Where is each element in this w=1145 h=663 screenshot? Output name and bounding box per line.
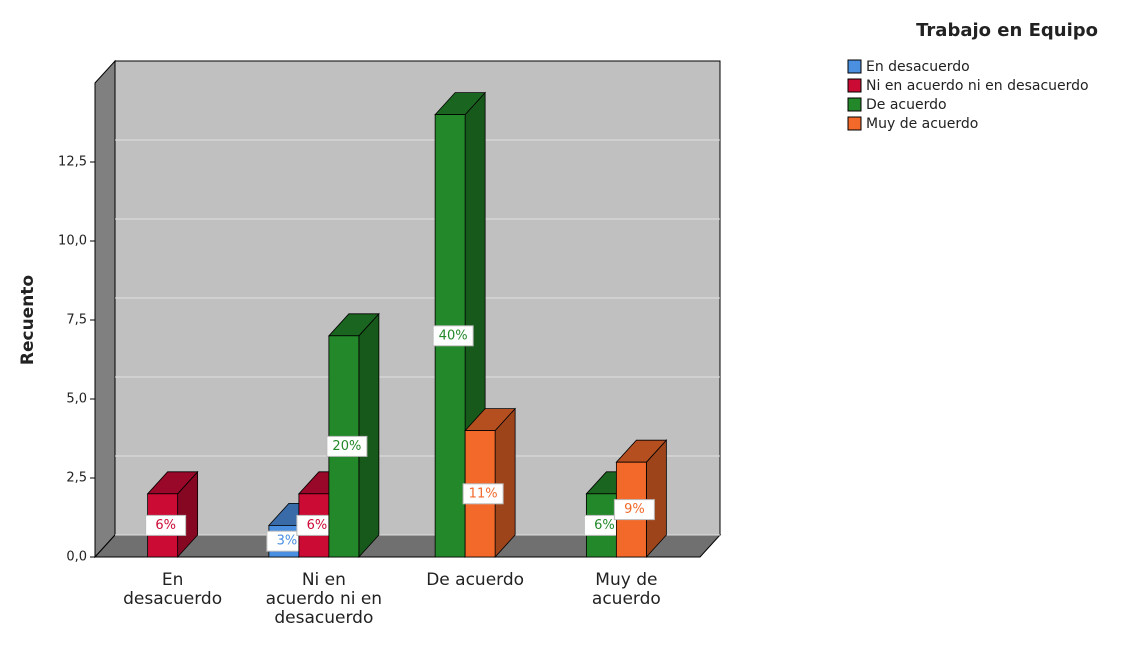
data-label: 3% xyxy=(277,534,298,549)
legend-swatch xyxy=(847,97,862,112)
legend-swatch xyxy=(847,59,862,74)
legend-title: Trabajo en Equipo xyxy=(916,20,1098,41)
bar xyxy=(615,439,668,559)
data-label: 6% xyxy=(155,518,176,533)
y-tick-label: 5,0 xyxy=(66,392,87,407)
y-tick-label: 12,5 xyxy=(58,155,87,170)
data-label: 6% xyxy=(307,518,328,533)
data-label: 11% xyxy=(469,486,498,501)
bar-side xyxy=(494,407,516,559)
x-tick-label: Ni en acuerdo ni en desacuerdo xyxy=(265,570,383,628)
legend-label: Muy de acuerdo xyxy=(866,116,978,132)
data-label: 40% xyxy=(439,328,468,343)
data-label: 6% xyxy=(594,518,615,533)
x-tick-label: Muy de acuerdo xyxy=(591,570,661,609)
data-label-box xyxy=(462,483,504,505)
data-label-box xyxy=(432,325,474,347)
legend-swatch xyxy=(847,78,862,93)
y-axis-label: Recuento xyxy=(18,275,38,365)
bar-side xyxy=(358,312,380,559)
legend-label: En desacuerdo xyxy=(866,59,970,75)
legend-label: De acuerdo xyxy=(866,97,947,113)
y-tick-label: 10,0 xyxy=(58,234,87,249)
y-tick-label: 0,0 xyxy=(66,550,87,565)
y-tick-label: 7,5 xyxy=(66,313,87,328)
data-label-box xyxy=(145,514,187,536)
bar xyxy=(464,407,517,559)
legend-label: Ni en acuerdo ni en desacuerdo xyxy=(866,78,1089,94)
data-label-box xyxy=(326,435,368,457)
data-label-box xyxy=(613,499,655,521)
left-wall xyxy=(94,59,116,559)
legend-swatch xyxy=(847,116,862,131)
x-tick-label: En desacuerdo xyxy=(123,570,223,609)
data-label: 20% xyxy=(332,439,361,454)
y-tick-label: 2,5 xyxy=(66,471,87,486)
x-tick-label: De acuerdo xyxy=(426,570,525,590)
data-label: 9% xyxy=(624,502,645,517)
bar xyxy=(327,312,380,559)
